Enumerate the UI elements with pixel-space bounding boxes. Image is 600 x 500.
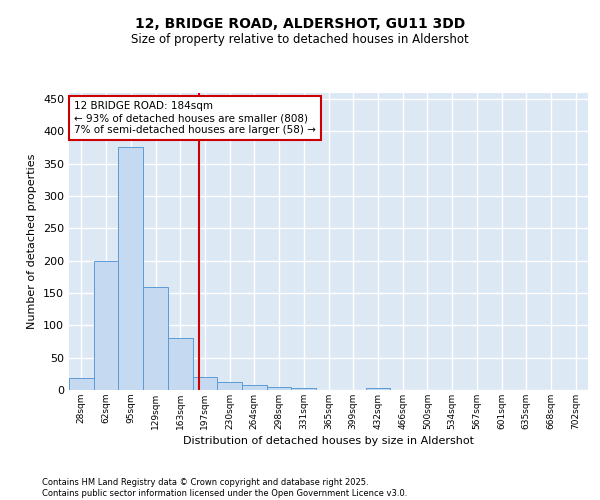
Bar bbox=[69, 378, 94, 390]
Text: 12 BRIDGE ROAD: 184sqm
← 93% of detached houses are smaller (808)
7% of semi-det: 12 BRIDGE ROAD: 184sqm ← 93% of detached… bbox=[74, 102, 316, 134]
Bar bbox=[267, 387, 292, 390]
Bar bbox=[94, 260, 118, 390]
X-axis label: Distribution of detached houses by size in Aldershot: Distribution of detached houses by size … bbox=[183, 436, 474, 446]
Text: 12, BRIDGE ROAD, ALDERSHOT, GU11 3DD: 12, BRIDGE ROAD, ALDERSHOT, GU11 3DD bbox=[135, 18, 465, 32]
Bar bbox=[217, 382, 242, 390]
Bar bbox=[292, 388, 316, 390]
Y-axis label: Number of detached properties: Number of detached properties bbox=[28, 154, 37, 329]
Bar bbox=[143, 286, 168, 390]
Text: Size of property relative to detached houses in Aldershot: Size of property relative to detached ho… bbox=[131, 32, 469, 46]
Bar bbox=[242, 386, 267, 390]
Text: Contains HM Land Registry data © Crown copyright and database right 2025.
Contai: Contains HM Land Registry data © Crown c… bbox=[42, 478, 407, 498]
Bar bbox=[193, 377, 217, 390]
Bar bbox=[365, 388, 390, 390]
Bar bbox=[118, 148, 143, 390]
Bar bbox=[168, 338, 193, 390]
